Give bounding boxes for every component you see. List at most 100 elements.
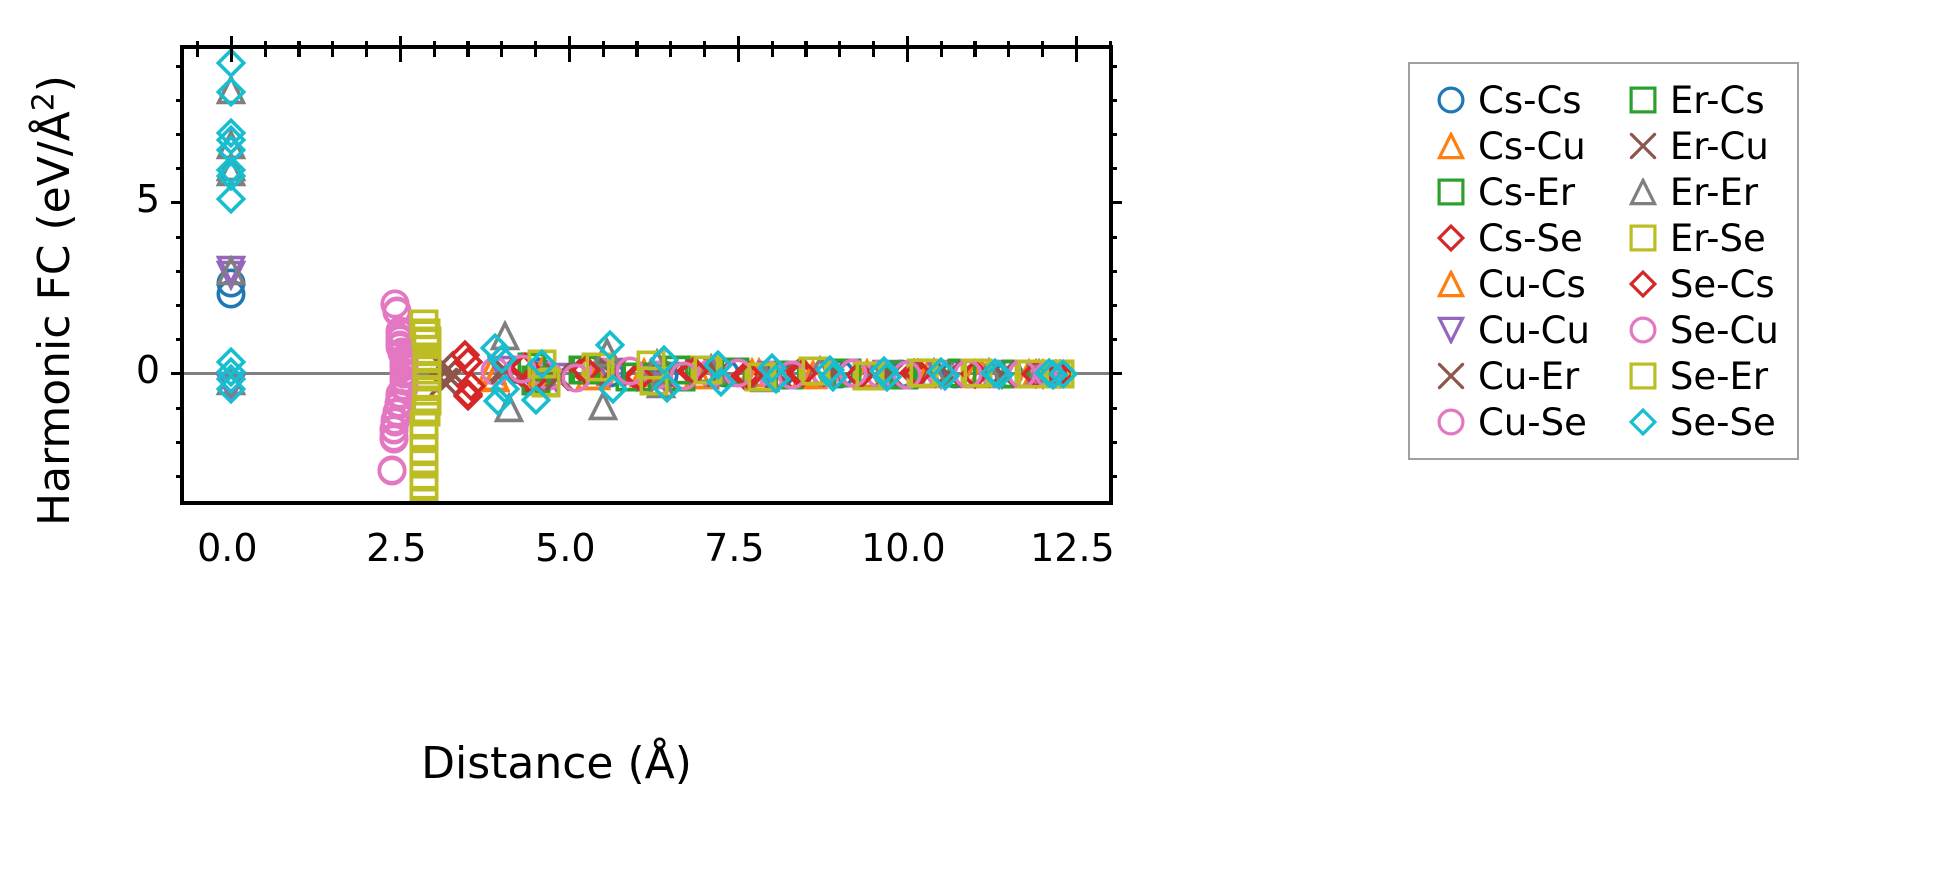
- x-tick: [1108, 49, 1112, 57]
- data-point: [574, 359, 605, 391]
- x-tick: [770, 41, 774, 49]
- y-tick: [176, 132, 184, 137]
- data-point: [409, 460, 439, 490]
- legend-item-cs-cs[interactable]: Cs-Cs: [1424, 78, 1590, 122]
- data-point: [750, 361, 781, 393]
- legend-marker-square-icon: [1616, 86, 1670, 114]
- data-point: [380, 289, 410, 319]
- data-point: [216, 155, 247, 186]
- legend-label: Cs-Cu: [1478, 124, 1586, 168]
- legend-item-er-se[interactable]: Er-Se: [1616, 216, 1779, 260]
- data-point: [571, 355, 601, 385]
- legend-label: Se-Cu: [1669, 308, 1779, 352]
- legend-marker-triangle-up-icon: [1424, 270, 1478, 298]
- data-point: [385, 332, 415, 362]
- x-tick: [567, 36, 571, 49]
- data-point: [216, 254, 247, 286]
- legend[interactable]: Cs-Cs Cs-Cu Cs-Er Cs-Se Cu-Cs Cu-Cu Cu-Er Cu-Se…: [1408, 62, 1799, 460]
- legend-item-se-cu[interactable]: Se-Cu: [1616, 308, 1779, 352]
- x-tick: [297, 49, 301, 57]
- data-point: [598, 374, 629, 405]
- data-point: [486, 343, 517, 374]
- legend-marker-diamond-icon: [1616, 270, 1670, 298]
- x-tick: [838, 41, 842, 49]
- data-point: [412, 342, 442, 372]
- data-point: [581, 352, 611, 382]
- data-point: [571, 354, 602, 386]
- data-point: [411, 397, 441, 427]
- data-point: [510, 351, 541, 383]
- legend-label: Cu-Er: [1478, 354, 1580, 398]
- legend-label: Er-Cu: [1669, 124, 1769, 168]
- x-tick: [601, 49, 605, 57]
- data-point: [216, 364, 247, 396]
- legend-item-cu-se[interactable]: Cu-Se: [1424, 400, 1590, 444]
- data-point: [581, 359, 612, 391]
- x-tick: [1074, 36, 1079, 49]
- y-tick: [1109, 167, 1117, 171]
- data-point: [412, 335, 442, 365]
- legend-item-cs-cu[interactable]: Cs-Cu: [1424, 124, 1590, 168]
- data-point: [380, 405, 410, 435]
- x-tick: [973, 49, 977, 57]
- data-point: [506, 351, 538, 383]
- data-point: [690, 355, 720, 385]
- legend-item-se-se[interactable]: Se-Se: [1616, 400, 1779, 444]
- data-point: [389, 352, 419, 382]
- legend-item-cu-er[interactable]: Cu-Er: [1424, 354, 1590, 398]
- data-point: [216, 255, 247, 287]
- data-point: [639, 366, 669, 396]
- legend-item-cu-cu[interactable]: Cu-Cu: [1424, 308, 1590, 352]
- x-tick: [263, 41, 267, 49]
- legend-marker-square-icon: [1424, 178, 1478, 206]
- data-point: [516, 364, 548, 396]
- data-point: [517, 352, 547, 382]
- data-point: [476, 353, 507, 385]
- data-point: [216, 134, 247, 166]
- x-tick: [736, 49, 740, 62]
- data-point: [409, 448, 439, 479]
- data-point: [490, 355, 520, 385]
- legend-item-se-er[interactable]: Se-Er: [1616, 354, 1779, 398]
- legend-item-cs-er[interactable]: Cs-Er: [1424, 170, 1590, 214]
- x-tick: [263, 49, 267, 57]
- legend-item-cu-cs[interactable]: Cu-Cs: [1424, 262, 1590, 306]
- legend-item-se-cs[interactable]: Se-Cs: [1616, 262, 1779, 306]
- x-tick: [1108, 41, 1112, 49]
- x-tick: [669, 41, 673, 49]
- data-point: [652, 361, 682, 391]
- data-point: [652, 372, 683, 403]
- data-point: [409, 472, 439, 501]
- y-tick: [171, 201, 184, 205]
- data-point: [480, 356, 510, 386]
- data-point: [433, 354, 463, 384]
- legend-item-er-er[interactable]: Er-Er: [1616, 170, 1779, 214]
- zero-reference-line: [184, 372, 1109, 376]
- data-point: [377, 455, 407, 485]
- legend-label: Se-Er: [1669, 354, 1769, 398]
- plot-area: [171, 36, 1122, 505]
- y-axis-title: Harmonic FC (eV/Å2): [26, 1, 80, 601]
- x-tick: [838, 49, 842, 57]
- data-point: [669, 361, 699, 391]
- data-point: [411, 395, 441, 425]
- legend-item-er-cu[interactable]: Er-Cu: [1616, 124, 1779, 168]
- data-point: [567, 354, 599, 386]
- y-tick: [1109, 406, 1117, 410]
- legend-item-er-cs[interactable]: Er-Cs: [1616, 78, 1779, 122]
- data-point: [852, 361, 882, 391]
- x-tick: [669, 49, 673, 57]
- y-tick: [176, 235, 184, 239]
- data-point: [382, 398, 412, 428]
- data-point: [412, 385, 442, 415]
- x-tick: [702, 49, 707, 57]
- legend-item-cs-se[interactable]: Cs-Se: [1424, 216, 1590, 260]
- x-tick: [872, 41, 876, 49]
- x-tick-label: 5.0: [535, 526, 596, 570]
- x-tick: [432, 41, 436, 49]
- data-point: [384, 388, 414, 418]
- data-point: [379, 414, 409, 444]
- legend-label: Er-Se: [1669, 216, 1766, 260]
- data-point: [409, 470, 439, 500]
- x-tick: [635, 41, 639, 49]
